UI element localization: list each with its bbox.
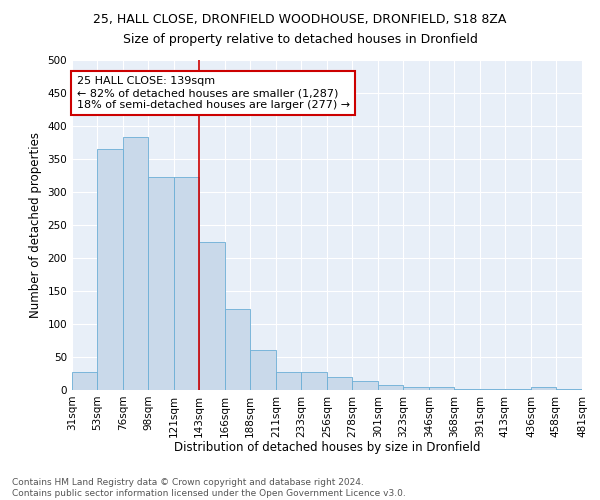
Text: 25 HALL CLOSE: 139sqm
← 82% of detached houses are smaller (1,287)
18% of semi-d: 25 HALL CLOSE: 139sqm ← 82% of detached …	[77, 76, 350, 110]
Bar	[378, 386, 403, 390]
Bar	[403, 386, 429, 390]
Bar	[429, 386, 454, 390]
Bar	[225, 310, 250, 390]
Bar	[352, 381, 378, 390]
Bar	[301, 372, 327, 390]
Bar	[454, 388, 480, 390]
Y-axis label: Number of detached properties: Number of detached properties	[29, 132, 42, 318]
Bar	[531, 386, 556, 390]
Bar	[97, 149, 123, 390]
X-axis label: Distribution of detached houses by size in Dronfield: Distribution of detached houses by size …	[174, 441, 480, 454]
Text: Size of property relative to detached houses in Dronfield: Size of property relative to detached ho…	[122, 32, 478, 46]
Bar	[505, 388, 531, 390]
Bar	[327, 377, 352, 390]
Text: 25, HALL CLOSE, DRONFIELD WOODHOUSE, DRONFIELD, S18 8ZA: 25, HALL CLOSE, DRONFIELD WOODHOUSE, DRO…	[94, 12, 506, 26]
Bar	[199, 242, 225, 390]
Bar	[148, 177, 174, 390]
Bar	[250, 350, 276, 390]
Bar	[123, 137, 148, 390]
Text: Contains HM Land Registry data © Crown copyright and database right 2024.
Contai: Contains HM Land Registry data © Crown c…	[12, 478, 406, 498]
Bar	[480, 388, 505, 390]
Bar	[72, 372, 97, 390]
Bar	[276, 372, 301, 390]
Bar	[556, 388, 582, 390]
Bar	[174, 177, 199, 390]
